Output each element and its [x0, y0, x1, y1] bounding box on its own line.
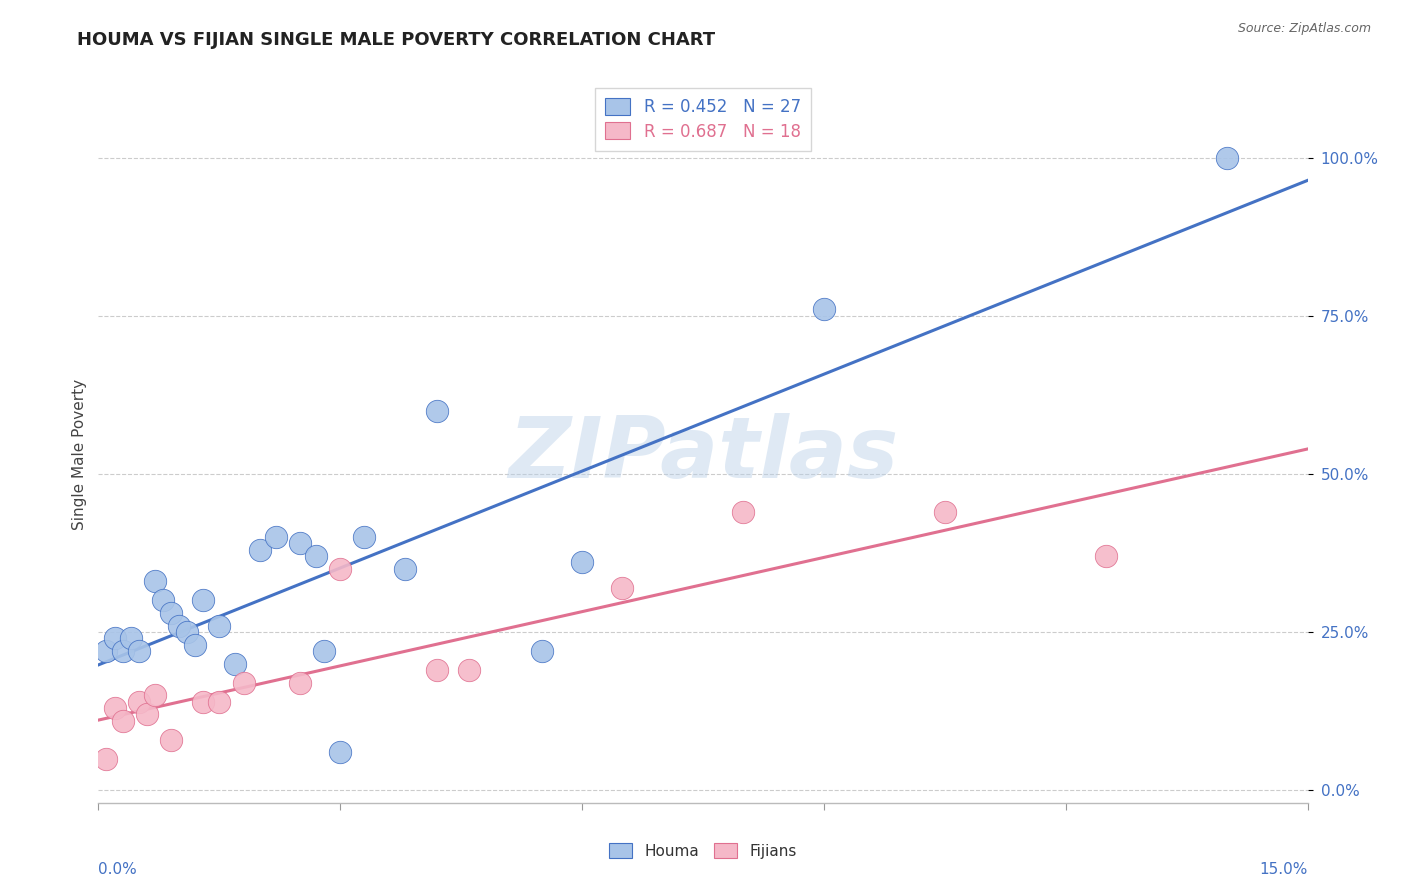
Point: [733, 505, 755, 519]
Point: [249, 542, 271, 557]
Point: [135, 707, 157, 722]
Point: [813, 302, 835, 317]
Point: [208, 618, 231, 632]
Point: [329, 562, 352, 576]
Point: [103, 701, 125, 715]
Point: [264, 530, 287, 544]
Point: [426, 663, 449, 677]
Point: [288, 536, 311, 550]
Point: [934, 505, 956, 519]
Point: [1095, 549, 1118, 563]
Point: [103, 632, 125, 646]
Text: 15.0%: 15.0%: [1260, 862, 1308, 877]
Point: [1216, 151, 1239, 165]
Point: [167, 618, 190, 632]
Point: [530, 644, 553, 658]
Text: 0.0%: 0.0%: [98, 862, 138, 877]
Point: [143, 574, 166, 589]
Point: [458, 663, 481, 677]
Point: [288, 675, 311, 690]
Point: [184, 638, 207, 652]
Point: [193, 593, 215, 607]
Point: [160, 732, 183, 747]
Point: [96, 644, 118, 658]
Text: HOUMA VS FIJIAN SINGLE MALE POVERTY CORRELATION CHART: HOUMA VS FIJIAN SINGLE MALE POVERTY CORR…: [77, 31, 716, 49]
Point: [128, 644, 150, 658]
Text: ZIPatlas: ZIPatlas: [508, 413, 898, 497]
Point: [232, 675, 254, 690]
Point: [329, 745, 352, 759]
Point: [571, 556, 593, 570]
Point: [96, 751, 118, 765]
Point: [176, 625, 198, 640]
Point: [152, 593, 174, 607]
Point: [128, 695, 150, 709]
Point: [612, 581, 634, 595]
Point: [314, 644, 336, 658]
Point: [394, 562, 416, 576]
Point: [305, 549, 328, 563]
Point: [120, 632, 142, 646]
Text: Source: ZipAtlas.com: Source: ZipAtlas.com: [1237, 22, 1371, 36]
Point: [353, 530, 375, 544]
Point: [193, 695, 215, 709]
Point: [224, 657, 246, 671]
Point: [160, 606, 183, 620]
Legend: Houma, Fijians: Houma, Fijians: [603, 837, 803, 864]
Point: [143, 688, 166, 702]
Y-axis label: Single Male Poverty: Single Male Poverty: [72, 379, 87, 531]
Point: [208, 695, 231, 709]
Point: [111, 714, 134, 728]
Point: [426, 403, 449, 417]
Point: [111, 644, 134, 658]
